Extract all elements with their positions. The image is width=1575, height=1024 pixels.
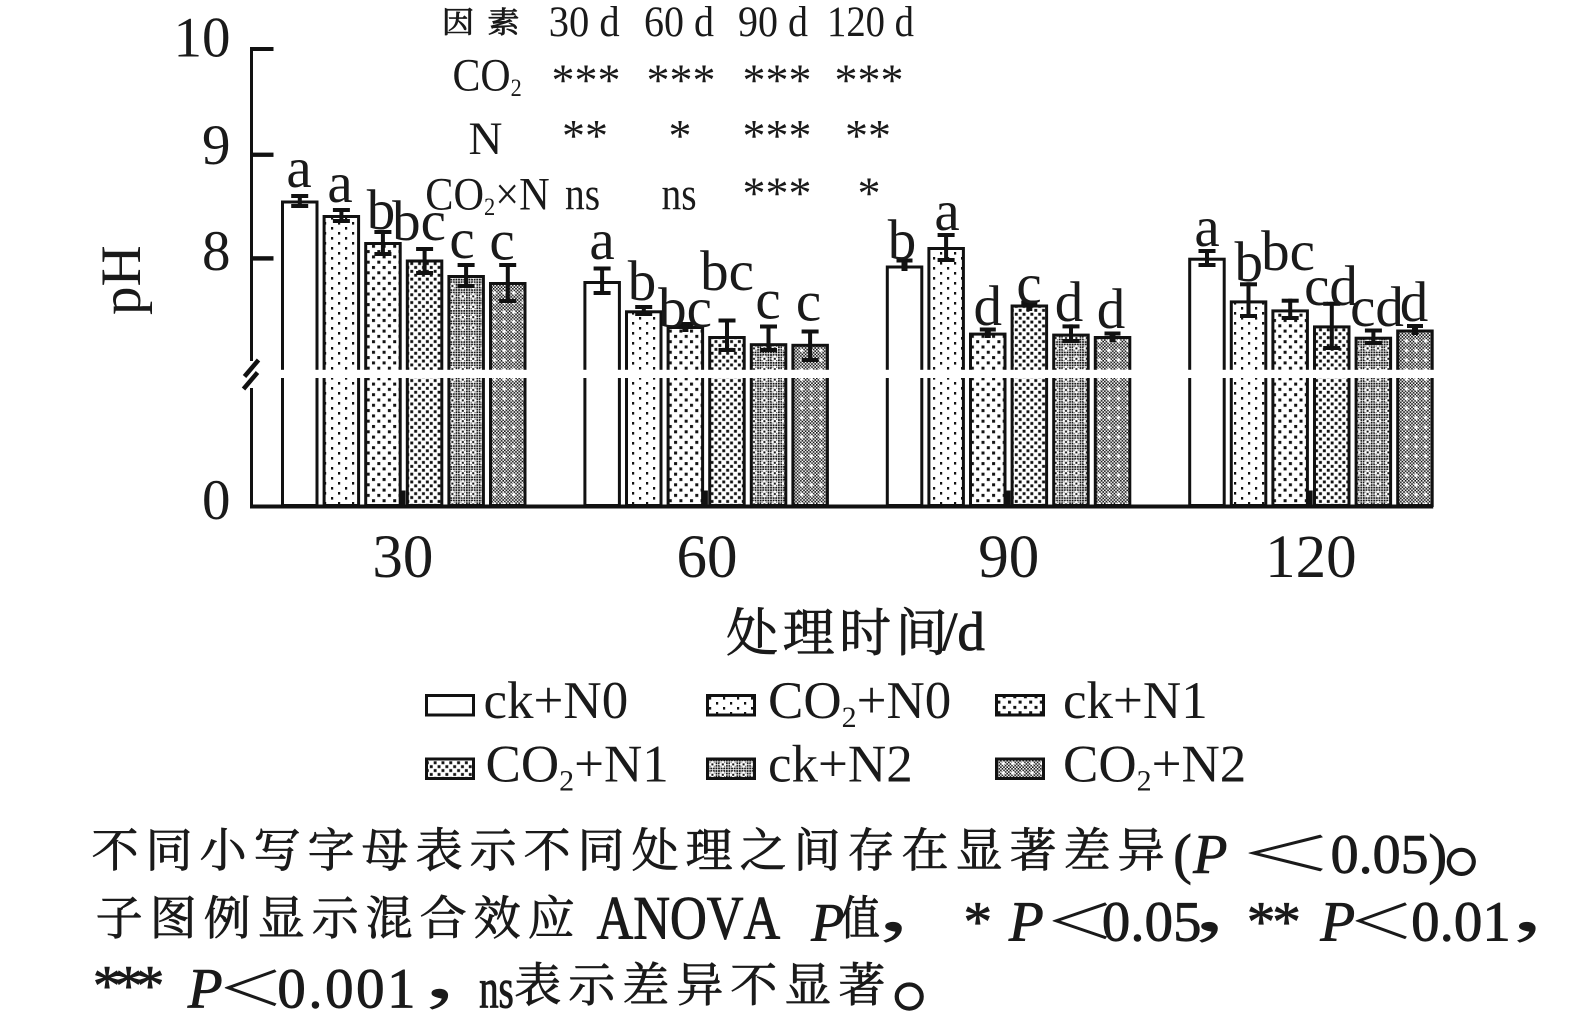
svg-text:0: 0 xyxy=(202,469,231,532)
svg-text:b: b xyxy=(367,179,396,242)
svg-text:c: c xyxy=(1016,253,1041,316)
svg-text:a: a xyxy=(1194,196,1219,259)
svg-text:CO2: CO2 xyxy=(453,48,522,102)
svg-text:c: c xyxy=(796,271,821,334)
svg-text:***: *** xyxy=(552,55,621,106)
svg-text:***: *** xyxy=(835,55,904,106)
svg-text:CO2+N2: CO2+N2 xyxy=(1063,736,1246,798)
svg-text:b: b xyxy=(628,250,657,313)
svg-text:90: 90 xyxy=(978,524,1039,591)
svg-text:c: c xyxy=(449,208,474,271)
svg-text:CO2+N1: CO2+N1 xyxy=(486,736,669,798)
svg-text:30 d: 30 d xyxy=(549,0,620,46)
svg-text:*: * xyxy=(858,167,881,218)
svg-text:***: *** xyxy=(743,167,812,218)
svg-text:8: 8 xyxy=(202,220,231,283)
svg-text:a: a xyxy=(934,180,959,243)
svg-text:CO2+N0: CO2+N0 xyxy=(768,672,951,734)
svg-text:d: d xyxy=(1097,278,1126,341)
svg-text:a: a xyxy=(327,152,352,215)
svg-text:bc: bc xyxy=(658,277,712,340)
svg-text:***: *** xyxy=(743,55,812,106)
svg-text:c: c xyxy=(755,269,780,332)
svg-text:ck+N1: ck+N1 xyxy=(1063,672,1208,730)
svg-text:ns: ns xyxy=(565,168,600,220)
svg-text:c: c xyxy=(489,210,514,273)
svg-text:120 d: 120 d xyxy=(827,0,914,46)
svg-text:*: * xyxy=(669,110,692,161)
svg-text:a: a xyxy=(286,137,311,200)
svg-text:a: a xyxy=(589,209,614,272)
svg-text:ck+N2: ck+N2 xyxy=(768,736,913,794)
svg-text:d: d xyxy=(1055,271,1084,334)
svg-text:b: b xyxy=(888,209,917,272)
svg-text:cd: cd xyxy=(1304,255,1358,318)
svg-text:N: N xyxy=(469,113,503,165)
svg-text:9: 9 xyxy=(202,114,231,177)
svg-text:60 d: 60 d xyxy=(644,0,714,46)
svg-text:120: 120 xyxy=(1265,524,1357,591)
svg-text:bc: bc xyxy=(1261,220,1315,283)
svg-text:***: *** xyxy=(647,55,716,106)
svg-text:60: 60 xyxy=(677,524,738,591)
svg-text:d: d xyxy=(1400,271,1429,334)
svg-text:b: b xyxy=(1234,231,1263,294)
svg-text:d: d xyxy=(973,275,1002,338)
svg-text:30: 30 xyxy=(372,524,433,591)
svg-text:10: 10 xyxy=(174,7,231,70)
svg-text:CO2×N: CO2×N xyxy=(425,167,549,221)
svg-text:ns: ns xyxy=(662,168,697,220)
svg-text:90 d: 90 d xyxy=(738,0,808,46)
svg-text:**: ** xyxy=(562,110,608,161)
svg-text:bc: bc xyxy=(700,240,754,303)
svg-text:**: ** xyxy=(845,110,891,161)
svg-text:bc: bc xyxy=(392,190,446,253)
svg-text:***: *** xyxy=(743,110,812,161)
svg-text:cd: cd xyxy=(1350,276,1404,339)
svg-text:pH: pH xyxy=(90,245,153,315)
svg-text:ck+N0: ck+N0 xyxy=(484,672,629,730)
